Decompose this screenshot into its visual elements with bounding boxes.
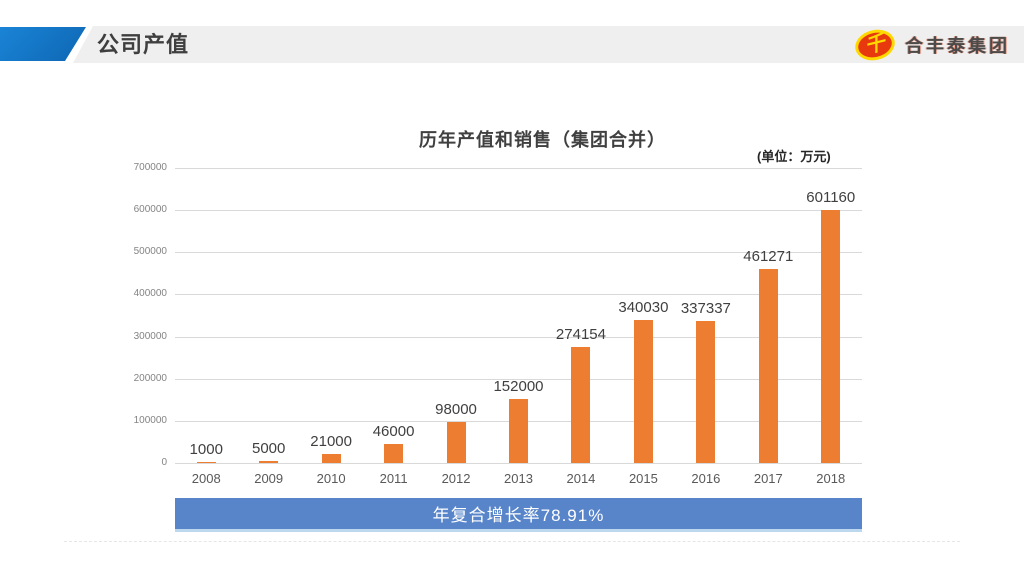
bar-2014 [571, 347, 591, 463]
gridline-300000 [175, 336, 862, 338]
value-label-2016: 337337 [680, 299, 731, 317]
value-label-2013: 152000 [493, 377, 544, 395]
bar-2013 [509, 398, 528, 463]
bar-2016 [696, 320, 716, 463]
header-accent-parallelogram [0, 27, 86, 61]
value-label-2008: 1000 [189, 441, 223, 458]
x-axis-label-2012: 2012 [441, 471, 471, 486]
page-title: 公司产值 [97, 32, 190, 57]
x-axis-label-2009: 2009 [254, 471, 284, 486]
value-label-2018: 601160 [806, 188, 856, 206]
value-label-2009: 5000 [251, 439, 286, 457]
y-axis-tick-200000: 200000 [133, 372, 167, 384]
cagr-label: 年复合增长率78.91% [432, 506, 605, 525]
value-label-2015: 340030 [618, 298, 669, 316]
x-axis-label-2011: 2011 [379, 471, 408, 486]
y-axis-tick-500000: 500000 [133, 246, 167, 258]
y-axis-tick-0: 0 [161, 457, 167, 468]
value-label-2011: 46000 [372, 422, 415, 440]
y-axis-tick-100000: 100000 [133, 414, 167, 426]
cagr-banner: 年复合增长率78.91% [175, 498, 862, 532]
logo-glyph: 千 [862, 31, 888, 58]
value-label-2014: 274154 [555, 326, 606, 344]
bar-2008 [196, 462, 216, 463]
chart-title: 历年产值和销售（集团合并） [419, 130, 666, 150]
x-axis-label-2008: 2008 [191, 471, 221, 486]
x-axis-label-2014: 2014 [566, 471, 596, 486]
gridline-700000 [175, 168, 862, 169]
x-axis-label-2010: 2010 [316, 471, 346, 486]
gridline-600000 [175, 210, 862, 212]
gridline-200000 [175, 378, 862, 380]
x-axis-label-2017: 2017 [753, 471, 783, 486]
y-axis-tick-700000: 700000 [133, 162, 167, 173]
bar-2012 [446, 421, 466, 463]
gridline-400000 [175, 294, 862, 296]
x-axis-label-2018: 2018 [816, 471, 846, 486]
gridline-0 [175, 463, 862, 464]
y-axis-tick-600000: 600000 [133, 204, 167, 216]
value-label-2017: 461271 [743, 247, 794, 265]
company-logo: 千 合丰泰集团 [851, 25, 1010, 64]
chart-unit-label: (单位：万元) [757, 149, 831, 164]
value-label-2012: 98000 [435, 400, 477, 418]
x-axis-label-2013: 2013 [504, 471, 533, 486]
placeholder-guide-line [64, 541, 960, 542]
bar-2011 [384, 443, 404, 463]
y-axis-tick-300000: 300000 [133, 330, 167, 342]
x-axis-label-2016: 2016 [691, 471, 721, 486]
bar-2017 [758, 268, 778, 463]
x-axis-label-2015: 2015 [628, 471, 658, 486]
logo-ellipse-icon: 千 [851, 25, 899, 64]
bar-chart-plot-area: 0 100000 200000 300000 400000 500000 600000 700… [134, 162, 862, 486]
bar-2009 [259, 460, 279, 463]
bar-2015 [633, 319, 653, 463]
y-axis-tick-400000: 400000 [133, 288, 167, 300]
bar-2018 [821, 209, 841, 463]
logo-text: 合丰泰集团 [905, 35, 1010, 56]
value-label-2010: 21000 [310, 433, 352, 451]
bar-2010 [321, 454, 341, 463]
gridline-500000 [175, 252, 862, 254]
